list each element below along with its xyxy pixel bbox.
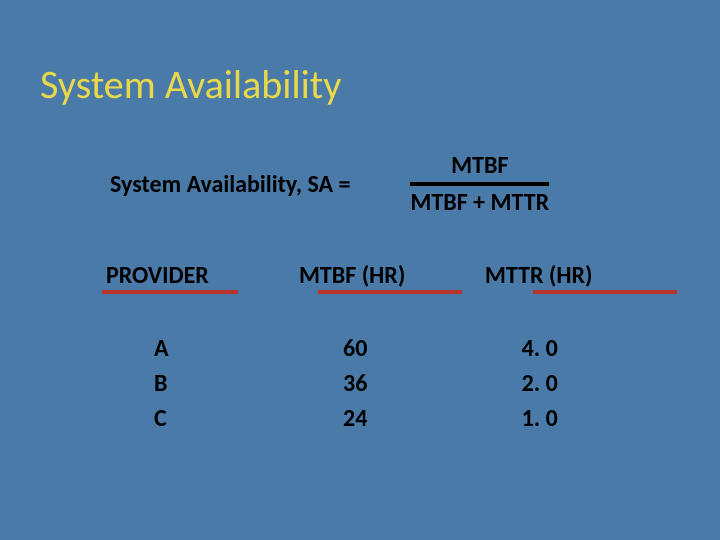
underline-provider [102,290,238,294]
table-row: C 24 1. 0 [88,402,632,437]
cell-provider: A [88,332,263,367]
header-underlines [88,290,632,296]
slide: System Availability System Availability,… [0,0,720,540]
cell-provider: C [88,402,263,437]
header-mtbf: MTBF (HR) [259,261,446,290]
table-header-row: PROVIDER MTBF (HR) MTTR (HR) [88,261,632,290]
formula-label: System Availability, SA = [110,170,350,199]
table-body: A 60 4. 0 B 36 2. 0 C 24 1. 0 [88,332,632,436]
data-table: PROVIDER MTBF (HR) MTTR (HR) A 60 4. 0 B… [40,261,680,436]
formula-fraction: MTBF MTBF + MTTR [410,151,549,217]
table-row: B 36 2. 0 [88,367,632,402]
cell-mtbf: 60 [263,332,448,367]
formula-numerator: MTBF [421,151,538,182]
cell-mttr: 2. 0 [447,367,632,402]
underline-mttr [533,290,677,294]
cell-mtbf: 36 [263,367,448,402]
formula-denominator: MTBF + MTTR [410,186,549,217]
header-mttr: MTTR (HR) [445,261,632,290]
slide-title: System Availability [40,60,680,109]
cell-provider: B [88,367,263,402]
cell-mttr: 1. 0 [447,402,632,437]
header-provider: PROVIDER [88,261,259,290]
cell-mtbf: 24 [263,402,448,437]
cell-mttr: 4. 0 [447,332,632,367]
underline-mtbf [318,290,462,294]
formula-row: System Availability, SA = MTBF MTBF + MT… [40,151,680,217]
table-row: A 60 4. 0 [88,332,632,367]
